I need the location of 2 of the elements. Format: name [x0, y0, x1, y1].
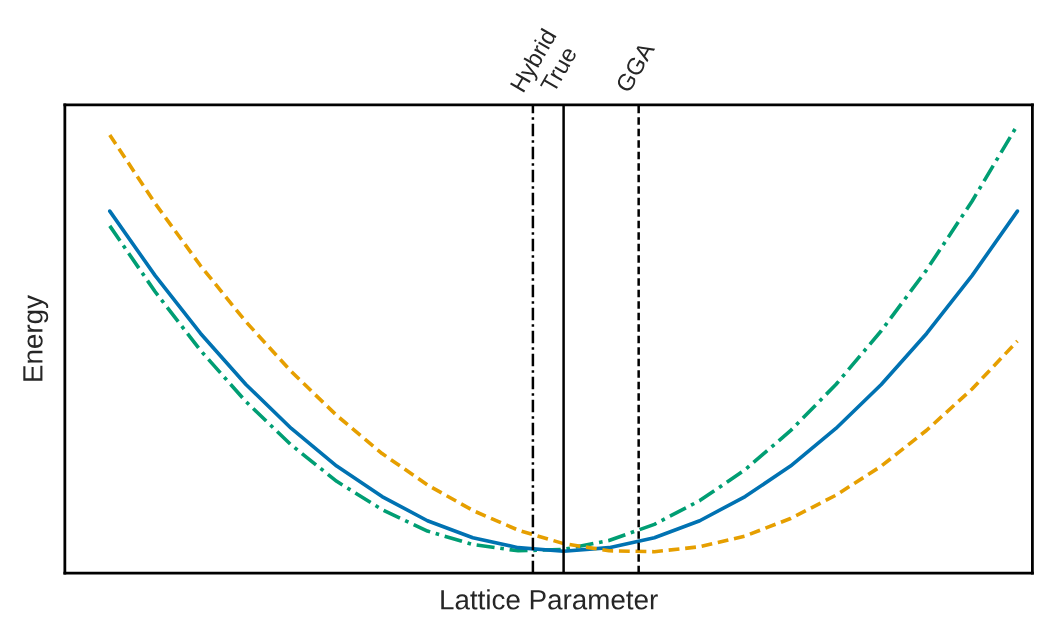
x-axis-title: Lattice Parameter [441, 589, 658, 610]
y-axis-title: Energy [23, 295, 49, 381]
